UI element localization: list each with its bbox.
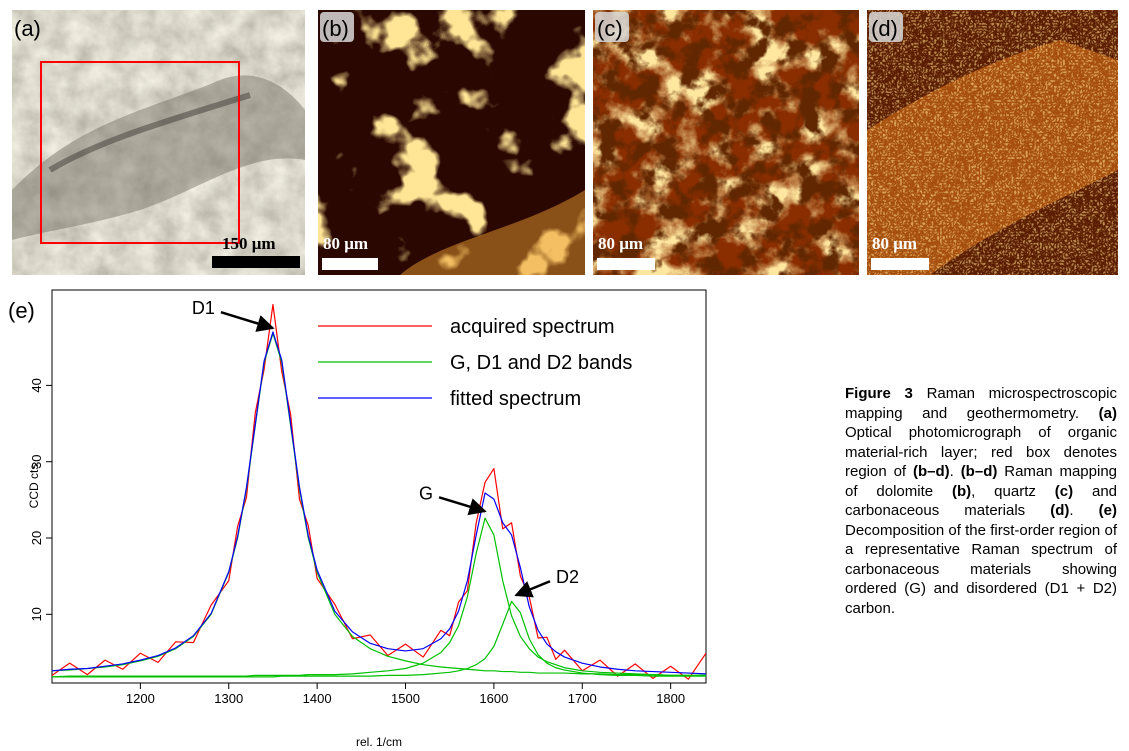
legend-label: acquired spectrum <box>450 316 615 338</box>
x-tick-label: 1400 <box>303 691 332 706</box>
caption-bold: (a) <box>1099 405 1117 422</box>
caption-bold: (b–d) <box>961 463 998 480</box>
caption-bold: Figure 3 <box>845 385 913 402</box>
panel-label: (a) <box>14 16 41 41</box>
caption-bold: (b) <box>952 483 971 500</box>
series-line <box>52 332 706 674</box>
annotation-label: G <box>419 483 433 503</box>
y-tick-label: 40 <box>29 378 44 392</box>
caption-text: . <box>950 463 961 480</box>
caption-text: Decomposition of the first-order region … <box>845 522 1117 617</box>
scale-bar-label: 80 μm <box>872 234 917 253</box>
x-tick-label: 1800 <box>656 691 685 706</box>
caption-bold: (c) <box>1055 483 1073 500</box>
x-tick-label: 1200 <box>126 691 155 706</box>
caption-text: , quartz <box>971 483 1055 500</box>
panel-label: (b) <box>322 16 349 41</box>
annotation-arrow <box>439 497 485 511</box>
panel-label: (d) <box>871 16 898 41</box>
x-tick-label: 1500 <box>391 691 420 706</box>
y-tick-label: 10 <box>29 607 44 621</box>
annotation-label: D2 <box>556 567 579 587</box>
caption-bold: (b–d) <box>913 463 950 480</box>
annotation-label: D1 <box>192 298 215 318</box>
caption: Figure 3 Raman microspectroscopic mappin… <box>845 384 1117 618</box>
caption-bold: (d) <box>1050 502 1069 519</box>
y-axis-label: CCD cts <box>27 464 41 509</box>
x-tick-label: 1600 <box>479 691 508 706</box>
plot-frame <box>52 290 706 683</box>
caption-text: . <box>1069 502 1098 519</box>
series-line <box>52 601 706 677</box>
y-tick-label: 20 <box>29 531 44 545</box>
x-tick-label: 1700 <box>568 691 597 706</box>
series-line <box>52 334 706 676</box>
annotation-arrow <box>516 581 550 595</box>
figure: (a) (b) (c) (d) 150 μm 80 μm 80 μm 80 μm… <box>0 0 1129 751</box>
annotation-arrow <box>221 312 273 328</box>
chart-label: (e) <box>8 298 35 323</box>
legend-label: fitted spectrum <box>450 388 581 410</box>
legend-label: G, D1 and D2 bands <box>450 352 632 374</box>
y-tick-label: 30 <box>29 454 44 468</box>
x-tick-label: 1300 <box>214 691 243 706</box>
scale-bar-label: 150 μm <box>222 234 276 253</box>
scale-bar-label: 80 μm <box>598 234 643 253</box>
x-axis-label: rel. 1/cm <box>356 735 402 749</box>
page: (a) (b) (c) (d) 150 μm 80 μm 80 μm 80 μm… <box>0 0 1129 751</box>
panel-label: (c) <box>597 16 623 41</box>
scale-bar-label: 80 μm <box>323 234 368 253</box>
caption-bold: (e) <box>1099 502 1117 519</box>
